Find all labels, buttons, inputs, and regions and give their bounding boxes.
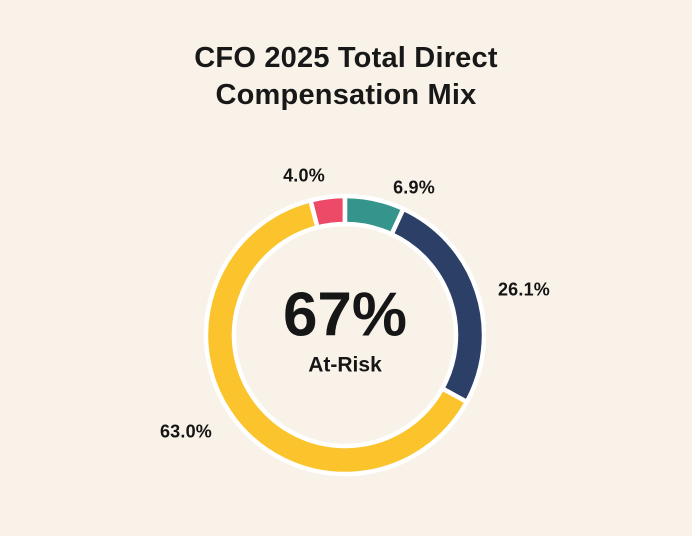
donut-center-text: 67% At-Risk — [282, 280, 408, 377]
segment-label-261: 26.1% — [497, 279, 551, 300]
center-label: At-Risk — [308, 353, 382, 377]
segment-label-630: 63.0% — [159, 421, 213, 442]
segment-label-40: 4.0% — [283, 165, 325, 186]
segment-label-69: 6.9% — [393, 177, 435, 198]
donut-segment-630 — [203, 198, 470, 477]
chart-title: CFO 2025 Total Direct Compensation Mix — [194, 42, 498, 112]
center-value: 67% — [282, 280, 408, 350]
